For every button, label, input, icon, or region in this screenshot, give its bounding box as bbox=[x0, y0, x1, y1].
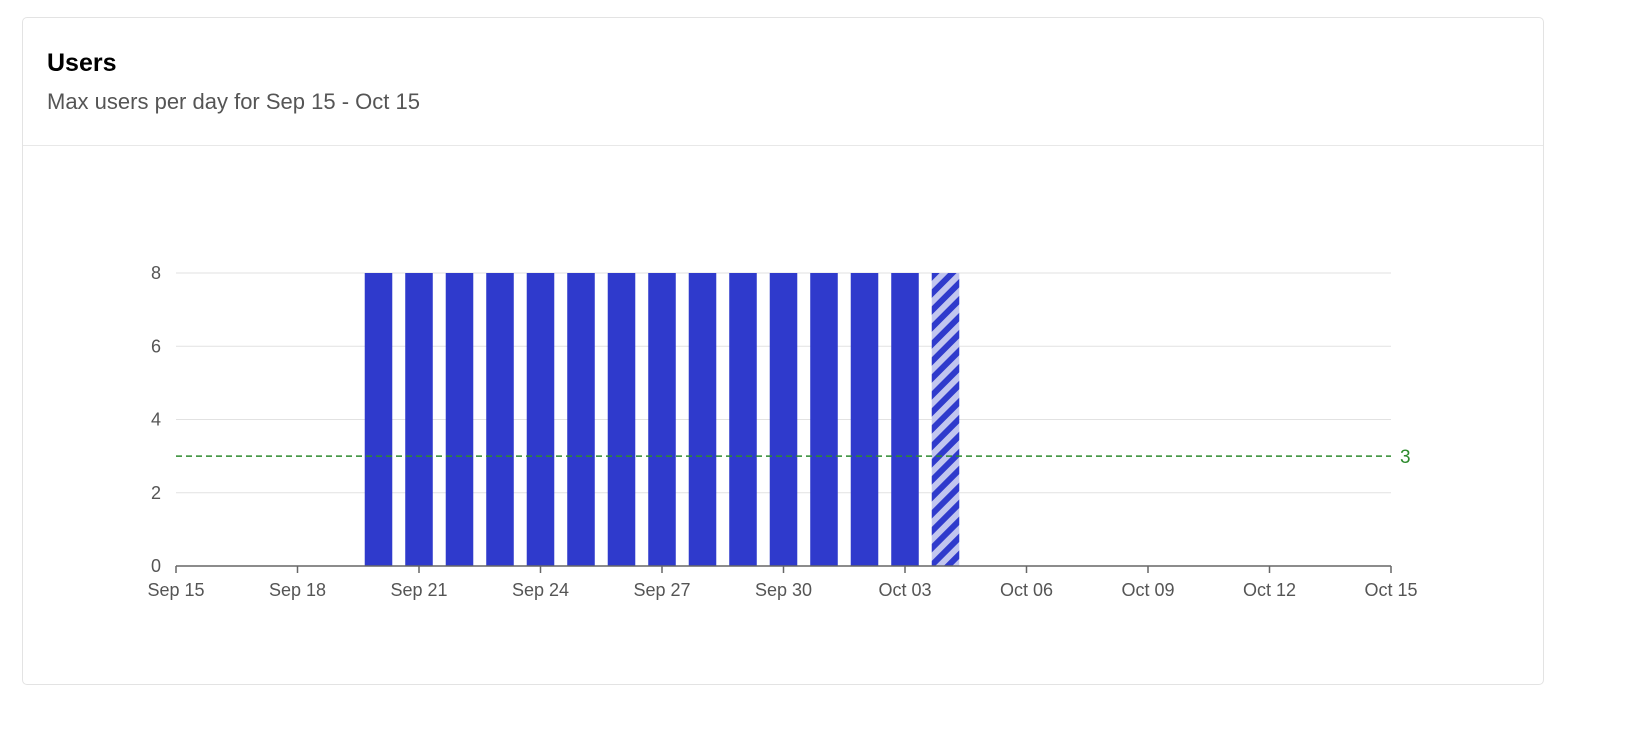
bar[interactable] bbox=[607, 273, 636, 566]
threshold-label: 3 bbox=[1400, 447, 1411, 468]
x-tick-label: Sep 18 bbox=[269, 580, 326, 600]
chart-area: 3 0 2 4 6 8 Sep 15 Sep 18 Sep 21 Sep 24 Sep 27 Sep… bbox=[23, 146, 1543, 684]
x-tick-label: Sep 15 bbox=[147, 580, 204, 600]
x-tick-label: Sep 21 bbox=[390, 580, 447, 600]
x-tick-label: Sep 24 bbox=[512, 580, 569, 600]
bar[interactable] bbox=[891, 273, 919, 566]
card-subtitle: Max users per day for Sep 15 - Oct 15 bbox=[47, 89, 420, 114]
y-tick-label: 2 bbox=[151, 483, 161, 503]
x-tick-label: Oct 03 bbox=[878, 580, 931, 600]
x-tick-label: Oct 15 bbox=[1364, 580, 1417, 600]
bar[interactable] bbox=[729, 273, 757, 566]
x-tick-label: Sep 30 bbox=[755, 580, 812, 600]
axes: 0 2 4 6 8 Sep 15 Sep 18 Sep 21 Sep 24 Sep 27 Sep 3… bbox=[147, 263, 1417, 600]
threshold-line-group: 3 bbox=[176, 447, 1411, 468]
y-tick-label: 6 bbox=[151, 336, 161, 356]
card-title: Users bbox=[47, 49, 117, 77]
users-card: Users Max users per day for Sep 15 - Oct… bbox=[22, 17, 1544, 685]
x-tick-label: Oct 06 bbox=[1000, 580, 1053, 600]
bar[interactable] bbox=[526, 273, 555, 566]
bar[interactable] bbox=[688, 273, 717, 566]
bar[interactable] bbox=[567, 273, 595, 566]
bar[interactable] bbox=[364, 273, 393, 566]
x-tick-label: Sep 27 bbox=[633, 580, 690, 600]
y-tick-label: 0 bbox=[151, 556, 161, 576]
bar-partial[interactable] bbox=[931, 273, 960, 566]
x-tick-label: Oct 12 bbox=[1243, 580, 1296, 600]
bar[interactable] bbox=[648, 273, 676, 566]
y-tick-label: 8 bbox=[151, 263, 161, 283]
x-tick-label: Oct 09 bbox=[1121, 580, 1174, 600]
bar[interactable] bbox=[486, 273, 514, 566]
bars bbox=[364, 273, 960, 566]
bar[interactable] bbox=[405, 273, 433, 566]
bar[interactable] bbox=[850, 273, 879, 566]
y-tick-label: 4 bbox=[151, 410, 161, 430]
bar[interactable] bbox=[445, 273, 474, 566]
bar[interactable] bbox=[769, 273, 798, 566]
bar[interactable] bbox=[810, 273, 838, 566]
card-header: Users Max users per day for Sep 15 - Oct… bbox=[23, 18, 1543, 146]
users-bar-chart: 3 0 2 4 6 8 Sep 15 Sep 18 Sep 21 Sep 24 Sep 27 Sep… bbox=[147, 263, 1417, 600]
